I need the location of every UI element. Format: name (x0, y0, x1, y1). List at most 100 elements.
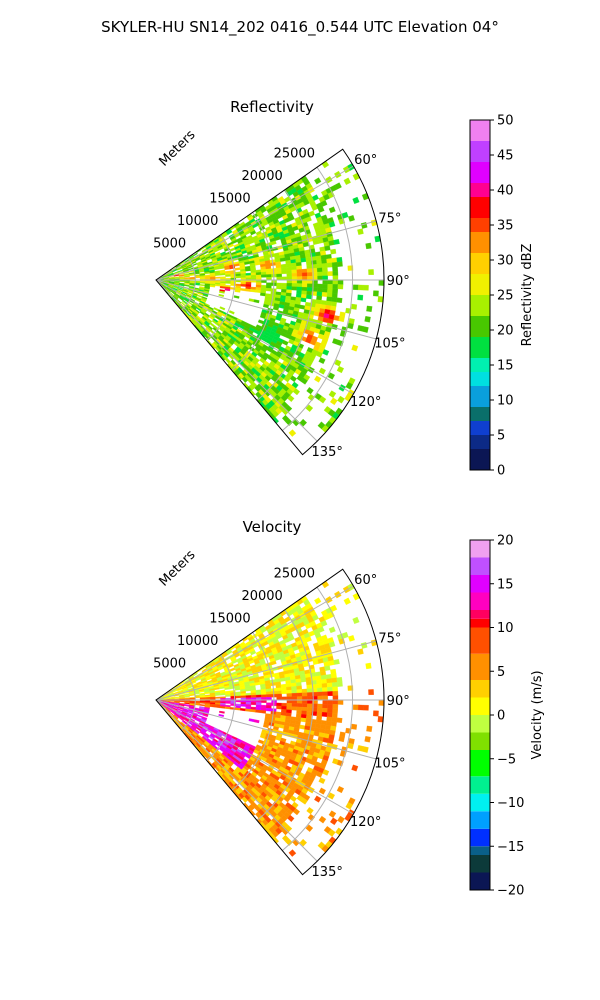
colorbar-segment (470, 162, 490, 183)
field-cell (219, 710, 225, 714)
field-cell (368, 269, 374, 275)
colorbar-tick-label: 20 (497, 534, 514, 549)
field-cell (276, 693, 282, 698)
field-cell (276, 690, 282, 695)
field-cell (245, 268, 251, 272)
reflectivity-ticks: 5000 10000 15000 20000 25000 60° 75° 90° 105° 120… (153, 146, 410, 460)
field-cell (245, 702, 252, 705)
colorbar-segment (470, 449, 490, 470)
field-cell (253, 299, 260, 304)
field-cell (281, 267, 287, 271)
field-cell (199, 702, 206, 704)
field-cell (337, 284, 344, 290)
field-cell (240, 283, 247, 287)
radial-tick-label: 5000 (153, 237, 186, 252)
colorbar-segment (470, 618, 490, 628)
field-cell (327, 279, 334, 285)
field-cell (322, 691, 328, 697)
field-cell (286, 703, 293, 707)
field-cell (327, 691, 333, 696)
field-cell (296, 696, 303, 701)
field-cell (328, 810, 337, 818)
field-cell (250, 694, 257, 698)
field-cell (301, 290, 308, 295)
field-cell (318, 357, 326, 365)
field-cell (328, 221, 336, 228)
colorbar-tick-label: 20 (497, 324, 514, 339)
field-cell (331, 257, 338, 263)
field-cell (357, 648, 364, 655)
colorbar-segment (470, 183, 490, 197)
field-cell (331, 682, 338, 688)
field-cell (296, 706, 303, 711)
velocity-radial-axis-label: Meters (157, 547, 199, 589)
field-cell (306, 294, 312, 300)
field-cell (302, 699, 308, 704)
field-cell (306, 260, 312, 266)
field-cell (313, 311, 320, 317)
field-cell (285, 418, 293, 426)
field-cell (316, 291, 323, 297)
field-cell (255, 274, 262, 278)
azimuth-gridline (155, 279, 318, 442)
field-cell (276, 270, 282, 275)
field-cell (286, 273, 293, 277)
field-cell (336, 257, 343, 263)
field-cell (228, 310, 235, 315)
reflectivity-colorbar-label: Reflectivity dBZ (520, 244, 535, 347)
colorbar-segment (470, 811, 490, 829)
field-cell (336, 786, 345, 794)
field-cell (306, 264, 313, 270)
field-cell (317, 275, 323, 281)
field-cell (261, 274, 267, 278)
field-cell (276, 285, 282, 290)
field-cell (225, 274, 231, 277)
field-cell (245, 708, 251, 712)
field-cell (362, 326, 369, 333)
field-cell (300, 717, 307, 723)
field-cell (245, 695, 252, 698)
field-cell (332, 279, 339, 285)
colorbar-tick-label: 15 (497, 359, 514, 374)
field-cell (291, 696, 298, 701)
field-cell (213, 307, 220, 312)
field-cell (302, 279, 308, 284)
azimuth-tick-label: 75° (378, 211, 401, 226)
field-cell (235, 707, 241, 711)
field-cell (192, 672, 198, 677)
field-cell (225, 281, 231, 284)
colorbar-tick-label: 5 (497, 665, 505, 680)
field-cell (184, 275, 190, 278)
field-cell (316, 679, 323, 685)
field-cell (316, 711, 323, 717)
field-cell (307, 692, 313, 697)
field-cell (281, 282, 288, 287)
radial-tick-label: 10000 (177, 634, 218, 649)
field-cell (331, 297, 338, 303)
field-cell (322, 275, 328, 281)
field-cell (329, 604, 338, 612)
colorbar-segment (470, 872, 490, 890)
field-cell (315, 255, 322, 261)
field-cell (300, 297, 307, 303)
field-cell (315, 675, 322, 681)
colorbar-segment (470, 141, 490, 162)
field-cell (281, 705, 287, 710)
field-cell (250, 702, 257, 706)
field-cell (347, 742, 354, 750)
field-cell (352, 704, 359, 711)
field-cell (322, 687, 328, 693)
field-cell (255, 709, 261, 713)
colorbar-tick-label: 50 (497, 114, 514, 129)
field-cell (291, 283, 298, 288)
field-cell (250, 274, 257, 278)
field-cell (316, 259, 323, 265)
field-cell (365, 662, 372, 670)
field-cell (290, 262, 297, 267)
field-cell (318, 395, 327, 404)
field-cell (307, 283, 313, 288)
field-cell (265, 287, 272, 292)
field-cell (296, 279, 303, 284)
field-cell (299, 304, 306, 310)
field-cell (245, 272, 252, 276)
